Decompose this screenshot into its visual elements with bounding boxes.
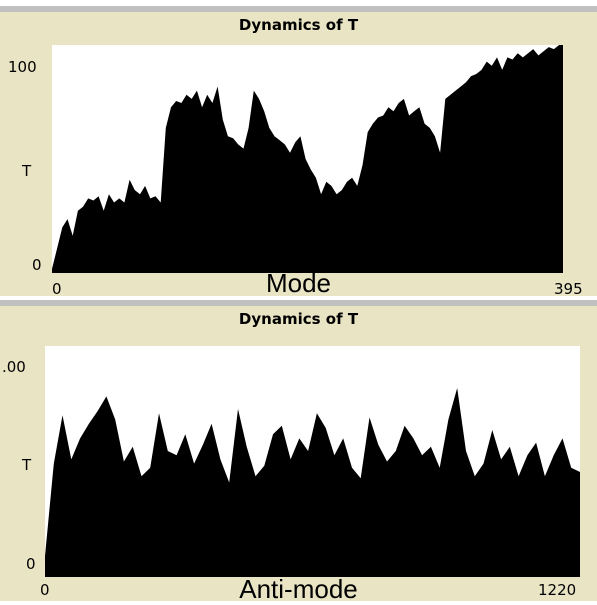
data-series-area	[52, 45, 563, 273]
data-series-area	[45, 388, 580, 577]
chart-panel-anti-mode: Dynamics of T .00 T 0 0 1220 Anti-mode	[0, 300, 597, 604]
x-tick-min: 0	[40, 581, 50, 599]
chart-caption: Mode	[265, 268, 332, 298]
y-axis-label: T	[22, 162, 32, 180]
chart-panel-mode: Dynamics of T 100 T 0 0 395 Mode	[0, 6, 597, 298]
x-tick-max: 1220	[538, 581, 577, 599]
y-tick-min: 0	[32, 256, 42, 274]
x-tick-min: 0	[52, 280, 62, 298]
x-tick-max: 395	[554, 280, 583, 298]
y-axis-label: T	[22, 456, 32, 474]
y-tick-max: 100	[8, 58, 37, 76]
chart-title: Dynamics of T	[238, 310, 359, 328]
plot-anti-mode	[45, 388, 580, 577]
y-tick-max: .00	[2, 358, 26, 376]
chart-caption: Anti-mode	[239, 574, 358, 604]
y-tick-min: 0	[26, 555, 36, 573]
plot-mode	[52, 45, 563, 273]
chart-title: Dynamics of T	[238, 16, 359, 34]
